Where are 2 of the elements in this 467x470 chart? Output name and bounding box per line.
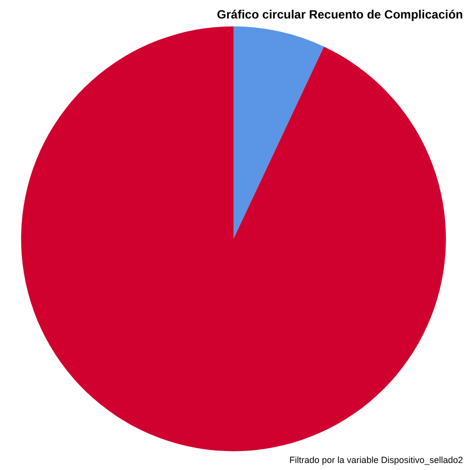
text: Filtrado por la variable Dispositivo_sellado2 [289, 455, 463, 466]
chart-title: Gráfico circular Recuento de Complicación [216, 8, 463, 22]
